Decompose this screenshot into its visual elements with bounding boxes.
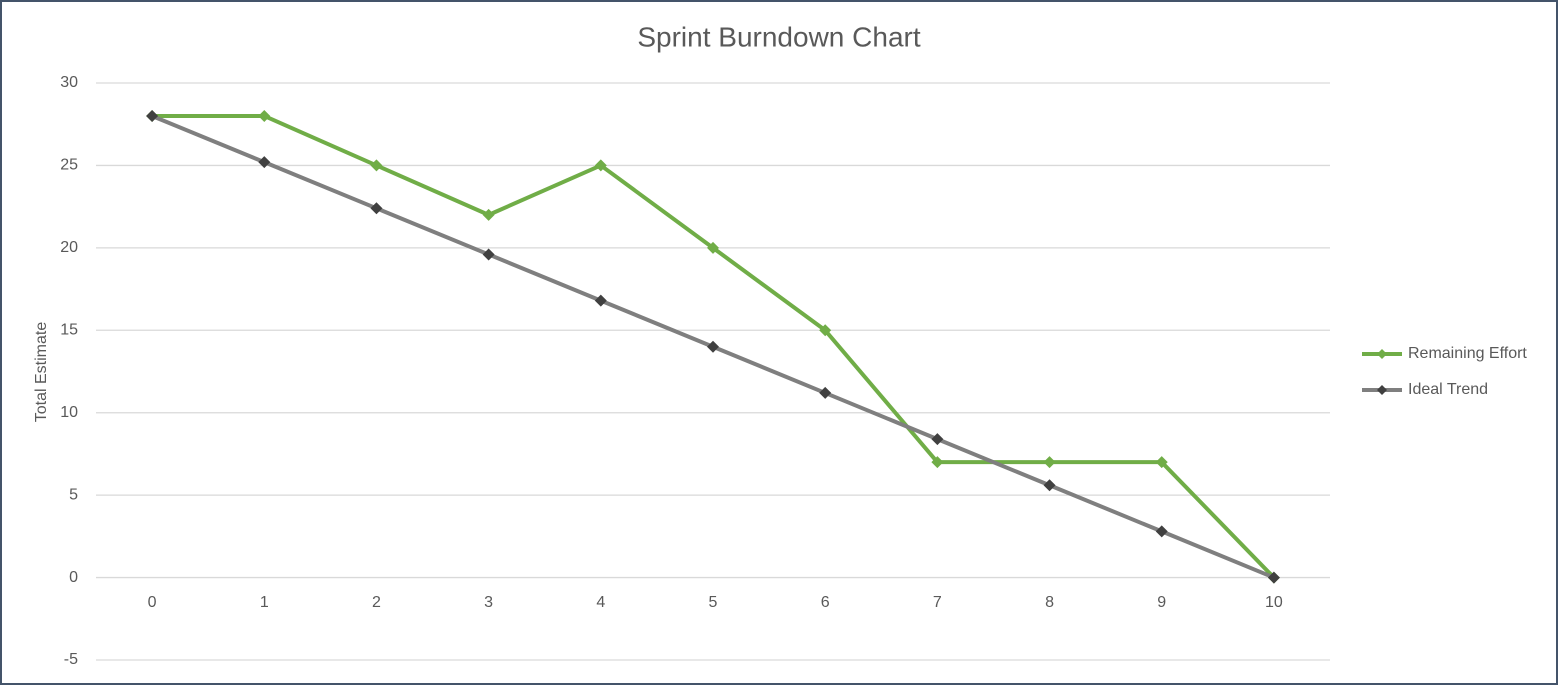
x-tick-label: 2 (372, 594, 381, 611)
data-point (931, 456, 944, 469)
data-point (1043, 456, 1056, 469)
legend-label: Ideal Trend (1408, 381, 1488, 398)
data-point (707, 241, 719, 254)
y-axis-title: Total Estimate (33, 322, 50, 423)
y-tick-label: 0 (69, 569, 78, 586)
x-tick-label: 0 (148, 594, 157, 611)
data-point (482, 208, 495, 221)
data-point (258, 109, 271, 122)
y-tick-label: -5 (64, 651, 78, 668)
y-tick-label: 10 (60, 404, 78, 421)
data-point (258, 156, 271, 169)
data-point (1155, 525, 1168, 538)
y-tick-label: 30 (60, 74, 78, 91)
y-tick-label: 20 (60, 239, 78, 256)
x-tick-label: 8 (1045, 594, 1054, 611)
data-point (931, 433, 944, 446)
x-tick-label: 9 (1157, 594, 1166, 611)
x-tick-label: 3 (484, 594, 493, 611)
data-point (370, 202, 383, 215)
data-point (594, 294, 607, 307)
x-tick-label: 5 (709, 594, 718, 611)
data-point (819, 386, 832, 399)
data-point (370, 159, 383, 172)
data-point (707, 340, 719, 353)
x-tick-label: 10 (1265, 594, 1283, 611)
legend-label: Remaining Effort (1408, 345, 1527, 362)
legend-marker (1377, 349, 1387, 359)
x-tick-label: 6 (821, 594, 830, 611)
data-point (1043, 479, 1056, 492)
data-point (482, 248, 495, 261)
data-point (819, 324, 832, 337)
x-tick-label: 4 (596, 594, 605, 611)
x-tick-label: 7 (933, 594, 942, 611)
legend-marker (1377, 385, 1387, 395)
data-point (146, 109, 159, 122)
y-tick-label: 15 (60, 322, 78, 339)
data-point (594, 159, 607, 172)
data-point (1155, 456, 1168, 469)
y-tick-label: 25 (60, 157, 78, 174)
x-tick-label: 1 (260, 594, 269, 611)
y-tick-label: 5 (69, 486, 78, 503)
chart-title: Sprint Burndown Chart (637, 21, 920, 52)
data-point (1267, 571, 1280, 584)
